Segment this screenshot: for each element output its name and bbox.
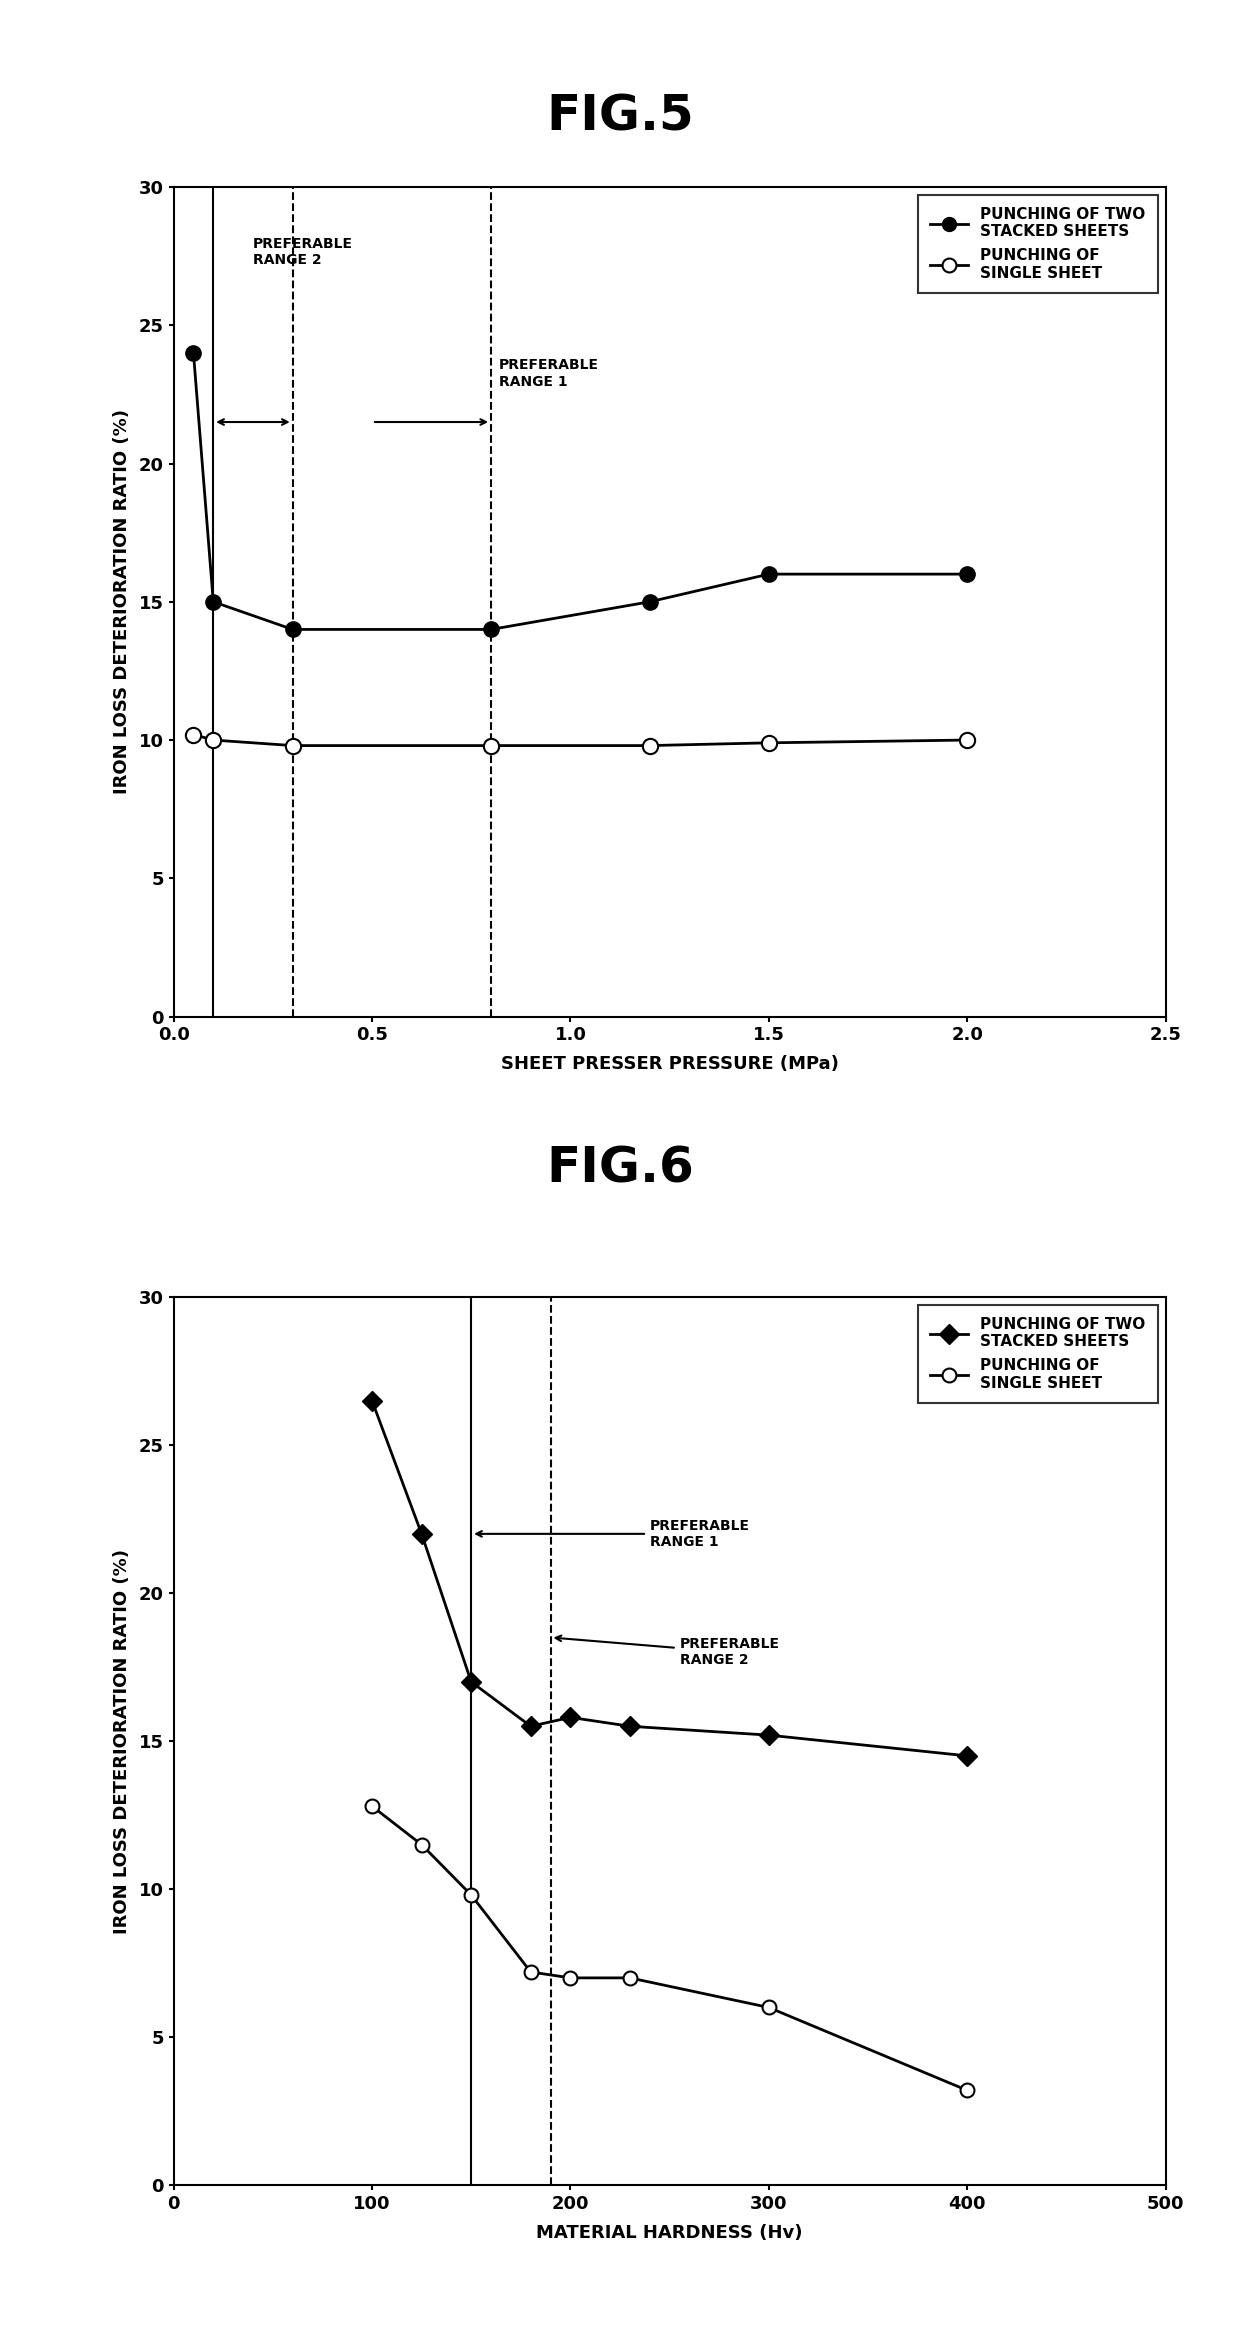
Text: FIG.5: FIG.5: [546, 93, 694, 140]
X-axis label: MATERIAL HARDNESS (Hv): MATERIAL HARDNESS (Hv): [537, 2225, 802, 2241]
Text: PREFERABLE
RANGE 1: PREFERABLE RANGE 1: [498, 358, 599, 388]
X-axis label: SHEET PRESSER PRESSURE (MPa): SHEET PRESSER PRESSURE (MPa): [501, 1056, 838, 1073]
Y-axis label: IRON LOSS DETERIORATION RATIO (%): IRON LOSS DETERIORATION RATIO (%): [113, 409, 130, 795]
Text: PREFERABLE
RANGE 1: PREFERABLE RANGE 1: [476, 1519, 750, 1549]
Text: PREFERABLE
RANGE 2: PREFERABLE RANGE 2: [253, 236, 353, 266]
Legend: PUNCHING OF TWO
STACKED SHEETS, PUNCHING OF
SINGLE SHEET: PUNCHING OF TWO STACKED SHEETS, PUNCHING…: [918, 194, 1158, 292]
Text: FIG.6: FIG.6: [546, 1145, 694, 1192]
Y-axis label: IRON LOSS DETERIORATION RATIO (%): IRON LOSS DETERIORATION RATIO (%): [113, 1549, 130, 1933]
Legend: PUNCHING OF TWO
STACKED SHEETS, PUNCHING OF
SINGLE SHEET: PUNCHING OF TWO STACKED SHEETS, PUNCHING…: [918, 1304, 1158, 1402]
Text: PREFERABLE
RANGE 2: PREFERABLE RANGE 2: [556, 1636, 780, 1666]
